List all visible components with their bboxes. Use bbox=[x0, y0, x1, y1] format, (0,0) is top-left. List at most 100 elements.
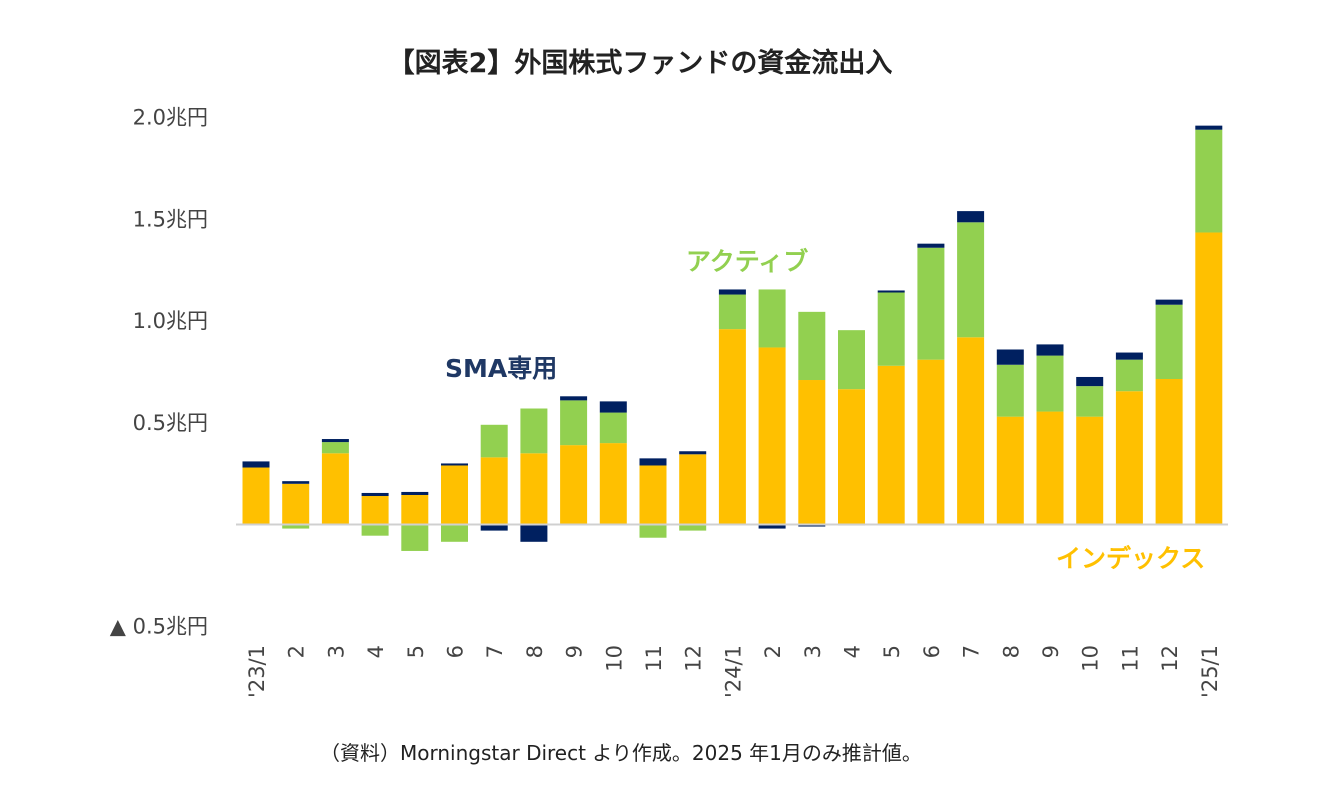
bar-segment-index bbox=[877, 365, 905, 525]
bar-segment-sma bbox=[917, 243, 945, 248]
bar-segment-active bbox=[1115, 359, 1143, 392]
x-tick-label: '25/1 bbox=[1198, 645, 1222, 698]
bar-segment-sma bbox=[639, 458, 667, 466]
x-tick-label: 12 bbox=[682, 645, 706, 672]
annotation-active: アクティブ bbox=[686, 247, 808, 276]
bar-segment-sma bbox=[441, 463, 468, 466]
bar-segment-index bbox=[441, 465, 468, 525]
bar-segment-sma bbox=[877, 290, 905, 293]
x-tick-label: 7 bbox=[960, 645, 984, 658]
y-tick-label: 2.0兆円 bbox=[133, 106, 208, 130]
bar-segment-index bbox=[798, 380, 826, 525]
bar-segment-active bbox=[798, 311, 826, 381]
bar-segment-sma bbox=[282, 481, 310, 484]
bar-segment-sma bbox=[679, 451, 707, 455]
bar-segment-sma bbox=[758, 524, 786, 529]
bar-segment-index bbox=[321, 453, 349, 525]
bar-segment-sma bbox=[321, 439, 349, 443]
x-tick-label: 3 bbox=[801, 645, 825, 658]
x-tick-label: 4 bbox=[841, 645, 865, 658]
bar-segment-index bbox=[1195, 232, 1223, 525]
x-tick-label: 10 bbox=[1079, 645, 1103, 672]
annotation-sma: SMA専用 bbox=[445, 354, 557, 383]
bar-segment-index bbox=[758, 347, 786, 525]
bar-segment-index bbox=[599, 443, 627, 525]
bar-segment-sma bbox=[718, 289, 746, 295]
x-tick-label: 2 bbox=[761, 645, 785, 658]
bar-segment-active bbox=[679, 524, 707, 531]
bar-segment-active bbox=[599, 412, 627, 444]
bar-segment-active bbox=[917, 247, 945, 360]
bar-segment-sma bbox=[996, 349, 1024, 365]
x-tick-label: 2 bbox=[285, 645, 309, 658]
annotation-index: インデックス bbox=[1056, 544, 1205, 573]
bar-segment-index bbox=[996, 416, 1024, 525]
bar-segment-sma bbox=[798, 524, 826, 527]
bar-segment-index bbox=[957, 337, 985, 525]
x-tick-label: 6 bbox=[920, 645, 944, 658]
bar-segment-index bbox=[718, 329, 746, 525]
bar-segment-sma bbox=[1155, 299, 1183, 305]
source-note: （資料）Morningstar Direct より作成。2025 年1月のみ推計… bbox=[320, 741, 922, 765]
bar-segment-active bbox=[957, 222, 985, 338]
bar-segment-sma bbox=[1195, 125, 1223, 130]
x-tick-label: 11 bbox=[1118, 645, 1142, 672]
bar-segment-sma bbox=[520, 524, 548, 542]
bar-segment-sma bbox=[361, 492, 389, 497]
bar-segment-active bbox=[877, 292, 905, 366]
bar-segment-active bbox=[1036, 355, 1064, 412]
x-tick-label: '23/1 bbox=[245, 645, 269, 698]
bar-segment-index bbox=[639, 465, 667, 525]
bar-segment-index bbox=[679, 454, 707, 525]
bar-segment-active bbox=[361, 524, 389, 536]
chart-title: 【図表2】外国株式ファンドの資金流出入 bbox=[388, 47, 893, 79]
bar-segment-index bbox=[560, 445, 588, 525]
x-tick-label: 6 bbox=[444, 645, 468, 658]
bar-segment-active bbox=[1076, 386, 1104, 417]
x-tick-label: 12 bbox=[1158, 645, 1182, 672]
x-tick-label: 5 bbox=[404, 645, 428, 658]
y-axis-ticks: 2.0兆円 1.5兆円 1.0兆円 0.5兆円 ▲ 0.5兆円 bbox=[110, 106, 208, 639]
x-tick-label: 8 bbox=[523, 645, 547, 658]
x-tick-label: 8 bbox=[999, 645, 1023, 658]
bar-segment-active bbox=[838, 330, 865, 390]
x-tick-label: 5 bbox=[880, 645, 904, 658]
bar-segment-active bbox=[401, 524, 429, 551]
bar-segment-active bbox=[282, 524, 310, 529]
bars bbox=[242, 125, 1223, 551]
bar-segment-index bbox=[1115, 391, 1143, 525]
bar-segment-active bbox=[996, 364, 1024, 417]
bar-segment-index bbox=[282, 483, 310, 525]
bar-segment-sma bbox=[560, 396, 588, 401]
bar-segment-index bbox=[917, 359, 945, 525]
bar-segment-index bbox=[401, 494, 429, 525]
x-tick-label: 4 bbox=[364, 645, 388, 658]
bar-segment-index bbox=[1036, 411, 1064, 525]
bar-segment-index bbox=[1076, 416, 1104, 525]
bar-segment-active bbox=[520, 408, 548, 454]
bar-segment-active bbox=[758, 289, 786, 348]
bar-segment-active bbox=[639, 524, 667, 538]
bar-segment-index bbox=[361, 496, 389, 525]
bar-segment-index bbox=[480, 457, 508, 525]
bar-segment-sma bbox=[1076, 376, 1104, 387]
bar-segment-index bbox=[1155, 378, 1183, 525]
bar-segment-active bbox=[718, 294, 746, 330]
bar-segment-active bbox=[1155, 304, 1183, 379]
bar-segment-active bbox=[321, 442, 349, 454]
bar-segment-sma bbox=[1115, 352, 1143, 360]
y-tick-label: 1.0兆円 bbox=[133, 309, 208, 333]
bar-segment-index bbox=[838, 389, 865, 525]
x-tick-label: 11 bbox=[642, 645, 666, 672]
bar-segment-sma bbox=[957, 211, 985, 223]
bar-segment-sma bbox=[242, 461, 270, 468]
x-axis-ticks: '23/1 2 3 4 5 6 7 8 9 10 11 12 '24/1 2 3 4 5 6 7 8 9 10 11 12 '2… bbox=[245, 645, 1222, 698]
bar-segment-sma bbox=[480, 524, 508, 531]
bar-segment-active bbox=[441, 524, 468, 542]
y-tick-label: 0.5兆円 bbox=[133, 411, 208, 435]
bar-segment-active bbox=[560, 400, 588, 446]
bar-segment-active bbox=[1195, 129, 1223, 233]
bar-segment-sma bbox=[599, 401, 627, 413]
y-tick-label: 1.5兆円 bbox=[133, 207, 208, 231]
